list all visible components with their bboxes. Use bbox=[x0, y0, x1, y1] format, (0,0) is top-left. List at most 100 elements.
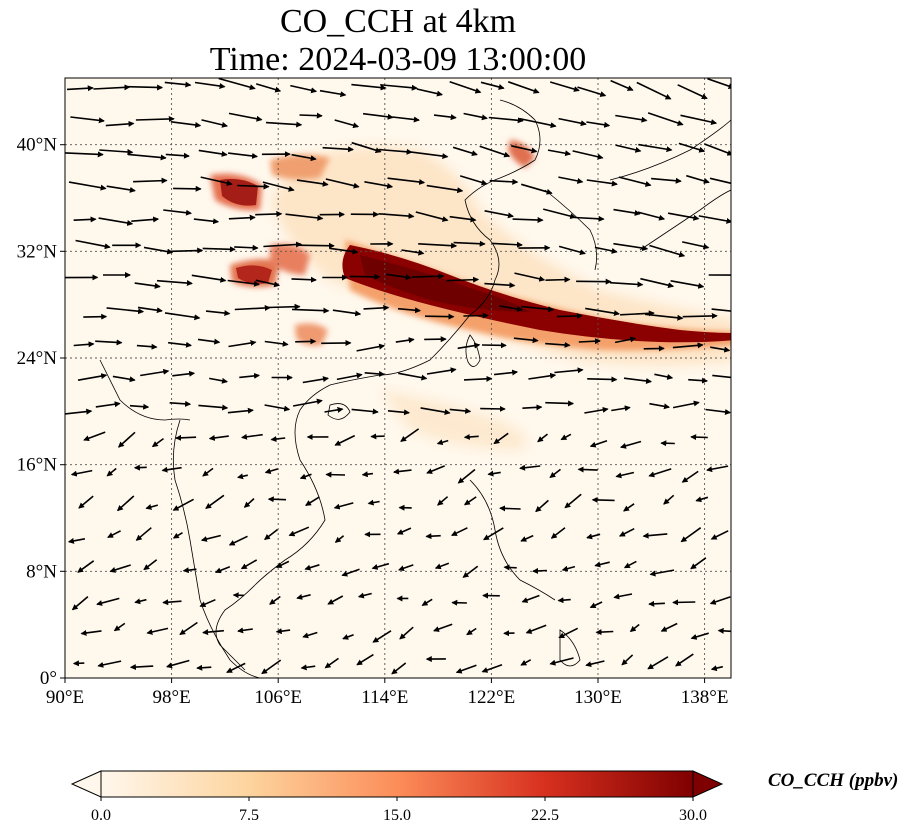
wind-arrow bbox=[595, 629, 614, 636]
wind-arrow bbox=[240, 559, 258, 570]
wind-arrow bbox=[647, 656, 669, 670]
wind-arrow bbox=[558, 117, 587, 127]
wind-arrow bbox=[594, 246, 618, 254]
wind-arrow bbox=[449, 215, 477, 223]
wind-arrow bbox=[670, 280, 705, 289]
map-frame bbox=[64, 77, 732, 679]
wind-arrow bbox=[619, 527, 635, 537]
wind-arrow bbox=[698, 215, 731, 224]
wind-arrow bbox=[484, 210, 514, 219]
wind-arrow bbox=[667, 212, 700, 221]
wind-arrow bbox=[288, 526, 310, 537]
wind-arrow bbox=[415, 211, 449, 222]
wind-arrow bbox=[226, 662, 246, 674]
wind-arrow bbox=[560, 433, 572, 441]
wind-arrow bbox=[615, 471, 635, 479]
wind-arrow bbox=[695, 496, 709, 503]
wind-arrow bbox=[194, 81, 226, 89]
wind-arrow bbox=[380, 84, 418, 91]
wind-arrow bbox=[387, 409, 410, 416]
wind-arrow bbox=[503, 564, 517, 571]
wind-arrow bbox=[686, 174, 710, 184]
wind-arrow bbox=[237, 627, 253, 634]
wind-arrow bbox=[363, 112, 394, 120]
wind-arrow bbox=[164, 312, 201, 321]
wind-arrow bbox=[663, 494, 675, 505]
wind-arrow bbox=[135, 115, 175, 122]
wind-arrow bbox=[463, 433, 479, 440]
wind-arrow bbox=[172, 498, 194, 511]
wind-arrow bbox=[143, 559, 158, 571]
wind-arrow bbox=[291, 276, 317, 283]
wind-arrow bbox=[96, 597, 120, 606]
colorbar-tick-label: 15.0 bbox=[383, 807, 411, 824]
wind-arrow bbox=[455, 664, 477, 674]
wind-arrow bbox=[133, 464, 147, 471]
wind-arrow bbox=[640, 277, 675, 289]
wind-arrow bbox=[296, 593, 311, 600]
wind-arrow bbox=[710, 665, 723, 672]
wind-arrow bbox=[261, 659, 282, 675]
wind-arrow bbox=[615, 144, 642, 153]
wind-arrow bbox=[97, 660, 122, 668]
wind-arrow bbox=[93, 84, 131, 91]
wind-arrow bbox=[463, 496, 477, 506]
wind-arrow bbox=[209, 377, 228, 384]
wind-arrow bbox=[680, 114, 718, 125]
wind-arrow bbox=[131, 216, 160, 223]
wind-arrow bbox=[334, 434, 356, 446]
wind-arrow bbox=[109, 564, 131, 573]
wind-arrow bbox=[545, 276, 571, 283]
wind-arrow bbox=[68, 181, 107, 191]
wind-arrow bbox=[77, 560, 95, 573]
wind-arrow bbox=[558, 245, 586, 256]
wind-arrow bbox=[255, 279, 281, 288]
wind-arrow bbox=[481, 663, 503, 673]
wind-arrow bbox=[134, 282, 161, 289]
wind-arrow bbox=[449, 407, 472, 414]
wind-arrow bbox=[133, 177, 168, 184]
wind-arrow bbox=[228, 152, 258, 159]
wind-arrow bbox=[675, 653, 694, 667]
wind-arrow bbox=[586, 533, 601, 540]
wind-arrow bbox=[672, 342, 704, 349]
wind-arrow bbox=[556, 312, 583, 319]
wind-arrow bbox=[299, 473, 312, 480]
y-axis-ticks bbox=[60, 144, 65, 679]
wind-arrow bbox=[682, 312, 718, 319]
wind-arrow bbox=[621, 654, 634, 666]
wind-arrow bbox=[75, 239, 111, 250]
wind-arrow bbox=[494, 369, 519, 376]
wind-arrow bbox=[325, 471, 346, 478]
wind-arrow bbox=[710, 530, 729, 540]
wind-arrow bbox=[488, 116, 524, 124]
wind-arrow bbox=[520, 534, 534, 542]
wind-arrow bbox=[613, 208, 641, 216]
wind-arrow bbox=[636, 81, 672, 100]
wind-arrow bbox=[99, 148, 134, 155]
wind-arrow bbox=[228, 340, 257, 348]
wind-arrow bbox=[549, 81, 580, 92]
wind-arrow bbox=[67, 537, 86, 544]
wind-arrow bbox=[179, 621, 198, 636]
wind-arrow bbox=[385, 273, 412, 281]
wind-arrow bbox=[480, 81, 505, 90]
wind-arrow bbox=[577, 86, 607, 98]
y-tick-label: 32°N bbox=[17, 241, 58, 262]
wind-arrow bbox=[237, 183, 270, 190]
wind-arrow bbox=[436, 439, 449, 446]
wind-arrow bbox=[450, 527, 468, 537]
wind-arrow bbox=[649, 569, 675, 577]
wind-arrow bbox=[645, 313, 684, 321]
wind-arrow bbox=[586, 121, 611, 128]
wind-arrow bbox=[95, 401, 121, 408]
wind-arrow bbox=[342, 633, 354, 640]
x-axis-ticks bbox=[64, 678, 706, 683]
wind-arrow bbox=[396, 527, 412, 535]
wind-arrow bbox=[80, 629, 102, 636]
wind-arrow bbox=[545, 341, 571, 348]
wind-arrow bbox=[263, 241, 302, 248]
wind-arrow bbox=[341, 568, 360, 577]
wind-arrow bbox=[425, 533, 441, 540]
wind-arrow bbox=[70, 469, 93, 477]
